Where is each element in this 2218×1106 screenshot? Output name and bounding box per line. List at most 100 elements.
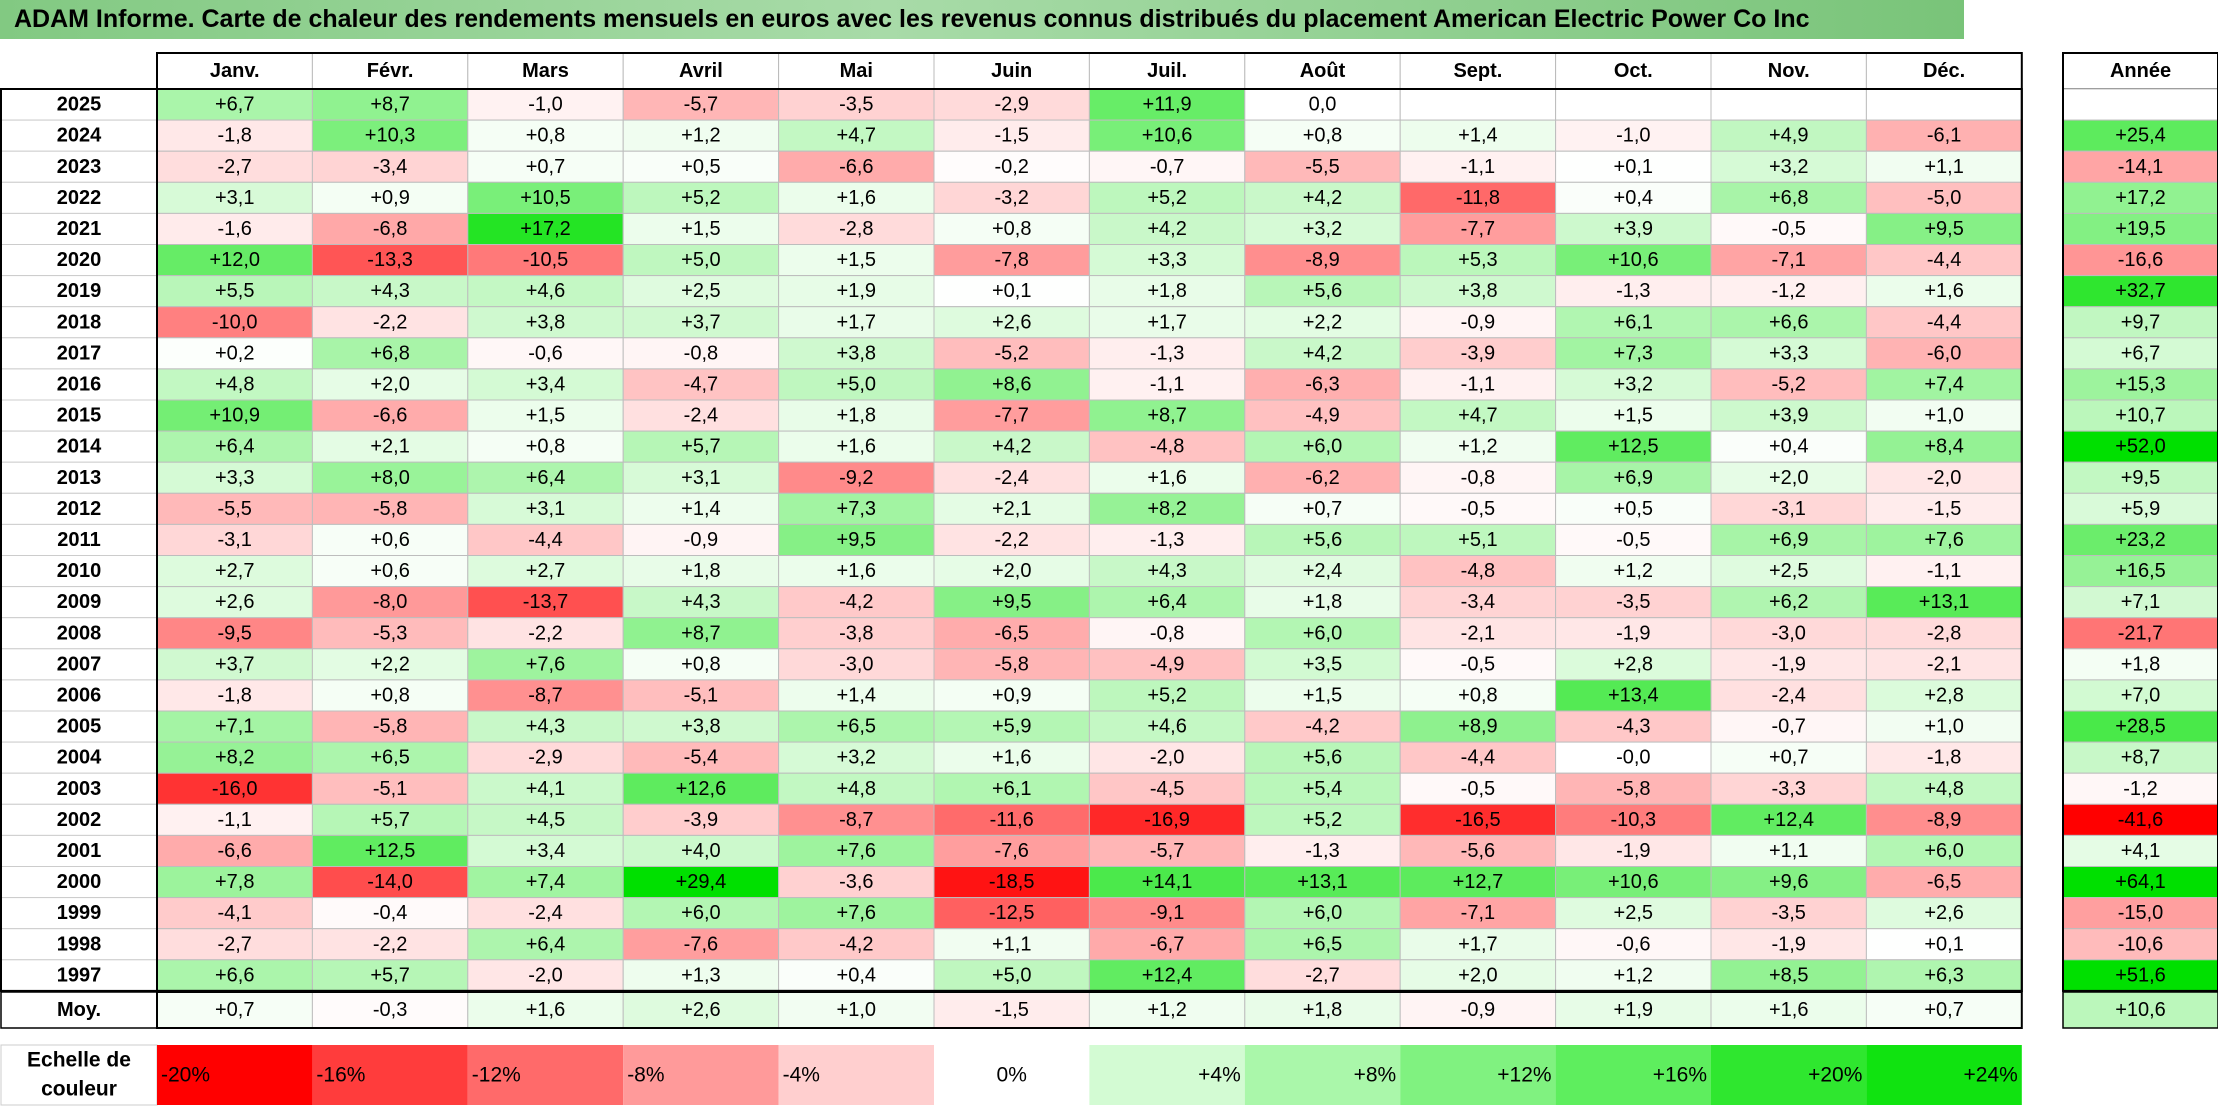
heatmap-cell	[467, 119, 624, 152]
color-scale-label: Echelle de	[27, 1049, 131, 1072]
year-row-label: 2004	[57, 747, 102, 769]
heatmap-cell-label: +3,8	[526, 311, 565, 333]
year-row-label: 2002	[57, 809, 102, 831]
heatmap-cell	[156, 368, 313, 401]
heatmap-cell-label: -5,2	[994, 342, 1028, 364]
heatmap-cell-label: +5,4	[1303, 778, 1342, 800]
annual-cell	[2062, 866, 2218, 899]
year-row-label: 2006	[57, 684, 102, 706]
heatmap-cell	[1088, 275, 1246, 308]
heatmap-cell-label: -0,6	[1616, 933, 1650, 955]
heatmap-cell-label: +6,6	[1769, 311, 1808, 333]
color-scale-stop-label: +8%	[1354, 1064, 1397, 1087]
annual-cell	[2062, 523, 2218, 557]
heatmap-cell-label: -1,2	[1771, 280, 1805, 302]
heatmap-cell-label: +5,7	[370, 809, 409, 831]
year-row-label-cell	[0, 897, 158, 930]
heatmap-cell-label: +3,8	[837, 342, 876, 364]
heatmap-cell-label: +0,8	[526, 436, 565, 458]
heatmap-cell-label: +6,5	[837, 716, 876, 738]
heatmap-cell	[1399, 959, 1557, 992]
heatmap-cell-label: -6,8	[373, 218, 407, 240]
heatmap-cell-label: +6,8	[370, 342, 409, 364]
heatmap-cell-label: -5,6	[1461, 840, 1495, 862]
heatmap-cell-label: -4,4	[1461, 747, 1495, 769]
heatmap-cell	[1399, 523, 1557, 557]
heatmap-cell-label: -3,5	[839, 94, 873, 116]
heatmap-cell	[778, 523, 935, 557]
heatmap-cell-label: -0,0	[1616, 747, 1650, 769]
color-scale-swatch	[778, 1045, 934, 1105]
heatmap-cell	[1399, 181, 1557, 214]
heatmap-cell-label: -2,0	[1150, 747, 1184, 769]
heatmap-cell	[1244, 368, 1401, 401]
heatmap-cell-label: +6,0	[1303, 436, 1342, 458]
heatmap-cell	[1088, 710, 1246, 743]
heatmap-cell-label: -3,5	[1616, 591, 1650, 613]
heatmap-cell-label: -9,1	[1150, 902, 1184, 924]
heatmap-cell	[156, 928, 313, 961]
heatmap-cell-label: -5,4	[684, 747, 718, 769]
heatmap-cell-label: -4,2	[839, 933, 873, 955]
year-row-label: 2019	[57, 280, 102, 302]
average-cell	[778, 991, 935, 1029]
heatmap-cell	[778, 897, 935, 930]
heatmap-cell	[1399, 803, 1557, 836]
heatmap-cell-label: -4,3	[1616, 716, 1650, 738]
heatmap-cell	[1865, 306, 2023, 339]
heatmap-cell	[1088, 555, 1246, 588]
color-scale-stop-label: -8%	[627, 1064, 664, 1087]
heatmap-cell-label: -6,7	[1150, 933, 1184, 955]
heatmap-cell	[1244, 710, 1401, 743]
year-row-label: 2016	[57, 373, 102, 395]
color-scale-swatch	[1089, 1045, 1245, 1105]
heatmap-cell	[1865, 772, 2023, 805]
heatmap-cell	[1710, 648, 1867, 681]
heatmap-cell-label: -16,5	[1455, 809, 1501, 831]
heatmap-cell	[1710, 275, 1867, 308]
heatmap-cell	[1244, 461, 1401, 494]
heatmap-cell-label: +5,2	[681, 187, 720, 209]
heatmap-cell-label: +3,9	[1614, 218, 1653, 240]
heatmap-cell-label: +1,5	[681, 218, 720, 240]
heatmap-cell	[156, 399, 313, 432]
heatmap-cell-label: +5,6	[1303, 747, 1342, 769]
heatmap-cell	[1088, 461, 1246, 494]
heatmap-cell-label: +3,7	[681, 311, 720, 333]
heatmap-cell-label: +3,3	[215, 467, 254, 489]
month-header-cell	[1865, 52, 2023, 90]
heatmap-cell-label: +2,1	[992, 498, 1031, 520]
heatmap-cell-label: +4,3	[526, 716, 565, 738]
heatmap-cell-label: +1,1	[1769, 840, 1808, 862]
heatmap-cell-label: +6,1	[992, 778, 1031, 800]
heatmap-cell	[311, 368, 469, 401]
annual-cell-label: +25,4	[2115, 125, 2166, 147]
heatmap-cell-label: -6,2	[1305, 467, 1339, 489]
year-row-label: 2007	[57, 653, 102, 675]
heatmap-cell	[156, 461, 313, 494]
heatmap-cell	[1710, 586, 1867, 619]
heatmap-cell	[1710, 430, 1867, 463]
heatmap-cell-label: -8,0	[373, 591, 407, 613]
heatmap-cell-label: +7,4	[1924, 373, 1963, 395]
heatmap-cell-label: +4,9	[1769, 125, 1808, 147]
heatmap-cell	[778, 772, 935, 805]
annual-cell	[2062, 181, 2218, 214]
heatmap-cell-label: -4,9	[1305, 405, 1339, 427]
heatmap-cell-label: +6,8	[1769, 187, 1808, 209]
heatmap-cell-label: +3,7	[215, 653, 254, 675]
heatmap-cell-label: -2,7	[1305, 964, 1339, 986]
heatmap-cell-label: -6,3	[1305, 373, 1339, 395]
heatmap-cell-label: +2,2	[1303, 311, 1342, 333]
heatmap-cell	[1088, 306, 1246, 339]
heatmap-cell-label: -13,3	[367, 249, 413, 271]
annual-cell-label: +17,2	[2115, 187, 2166, 209]
heatmap-cell	[311, 492, 469, 525]
heatmap-cell-label: +5,2	[1147, 684, 1186, 706]
heatmap-cell-label: -14,0	[367, 871, 413, 893]
annual-cell-label: +7,1	[2121, 591, 2160, 613]
heatmap-cell	[1399, 866, 1557, 899]
heatmap-cell-label: +9,6	[1769, 871, 1808, 893]
heatmap-cell	[311, 275, 469, 308]
heatmap-cell-label: +1,0	[1924, 405, 1963, 427]
